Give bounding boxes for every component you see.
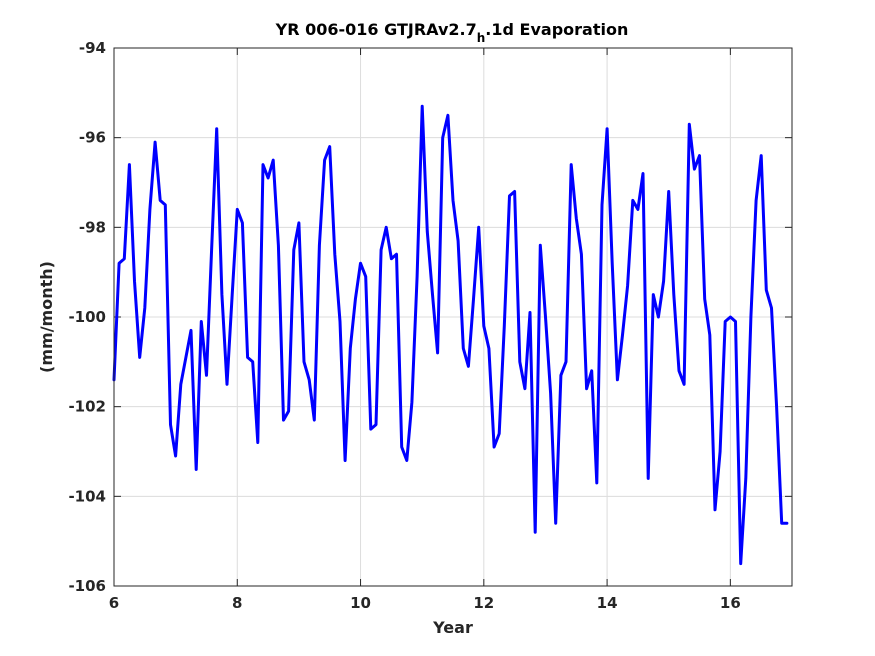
y-tick-labels: -106 -104 -102 -100 -98 -96 -94 [68, 39, 106, 595]
chart-title-subscript: h [477, 31, 486, 45]
y-tick-label: -94 [79, 39, 106, 57]
x-tick-label: 8 [232, 594, 242, 612]
plot-frame [113, 47, 793, 587]
chart-title-main: YR 006-016 GTJRAv2.7 [275, 20, 477, 39]
x-tick-labels: 6 8 10 12 14 16 [109, 594, 741, 612]
series-line [112, 104, 789, 566]
x-axis-label: Year [432, 618, 473, 637]
chart-title-suffix: .1d Evaporation [485, 20, 628, 39]
series-group [112, 104, 789, 566]
y-tick-label: -100 [68, 308, 106, 326]
x-tick-label: 10 [350, 594, 371, 612]
x-tick-label: 12 [473, 594, 494, 612]
y-tick-label: -96 [79, 129, 106, 147]
y-tick-label: -102 [68, 398, 106, 416]
x-tick-label: 16 [720, 594, 741, 612]
x-tick-label: 6 [109, 594, 119, 612]
x-tick-label: 14 [597, 594, 618, 612]
y-tick-label: -106 [68, 577, 106, 595]
y-tick-label: -104 [68, 487, 106, 505]
y-axis-label: (mm/month) [37, 261, 56, 373]
chart-title: YR 006-016 GTJRAv2.7h.1d Evaporation [275, 20, 629, 45]
y-tick-label: -98 [79, 218, 106, 236]
